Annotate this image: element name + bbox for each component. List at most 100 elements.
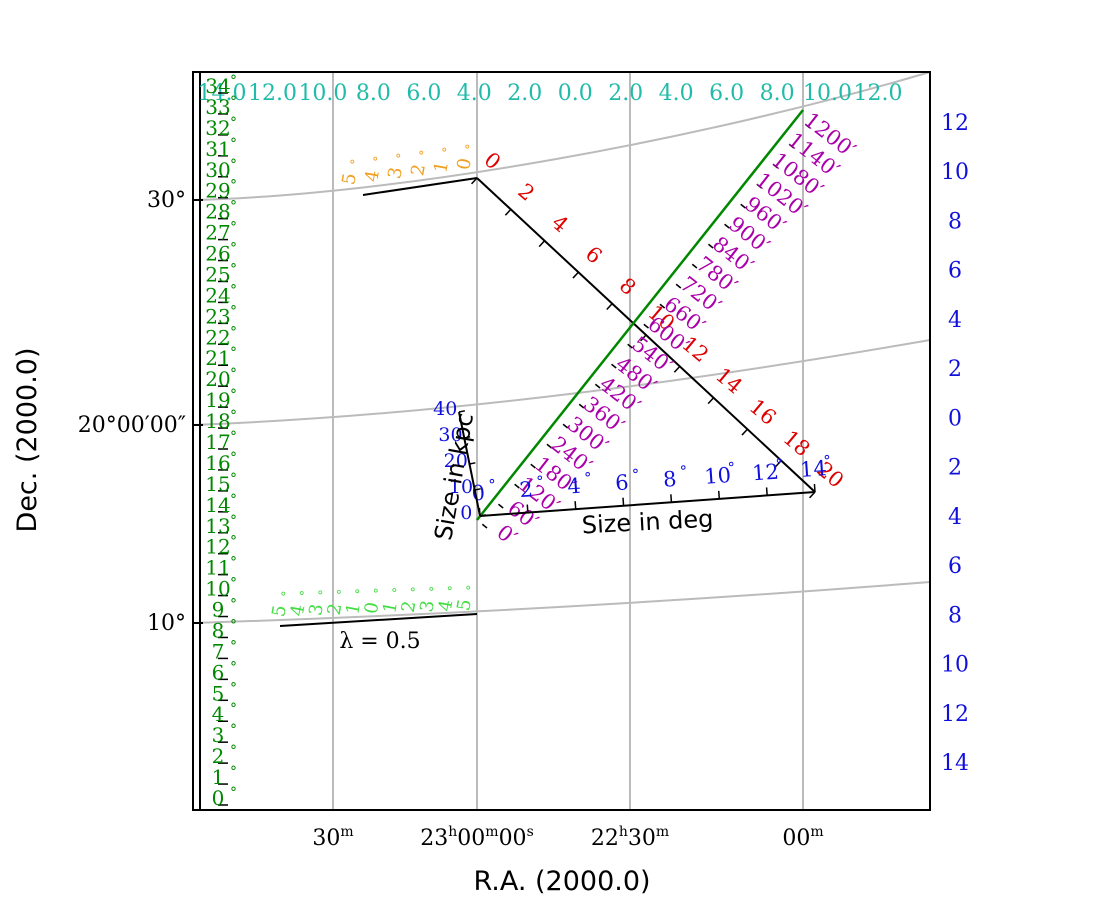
- x-tick-label: 00m: [782, 824, 823, 851]
- deg-ruler-tick: [765, 487, 768, 496]
- left-ruler-degree-mark: °: [230, 115, 237, 131]
- top-ruler-label: 0.0: [558, 81, 593, 106]
- lime-ruler-degree-mark: °: [297, 589, 313, 598]
- magenta-ruler-tick: [594, 383, 601, 389]
- left-ruler-degree-mark: °: [230, 282, 237, 298]
- deg-ruler-label: 4: [567, 474, 582, 499]
- magenta-ruler-tick: [659, 303, 666, 309]
- left-ruler-label: 1: [212, 765, 225, 789]
- top-ruler-label: 10.0: [298, 81, 347, 106]
- magenta-ruler-tick: [707, 243, 714, 249]
- deg-ruler-tick: [574, 501, 577, 510]
- left-ruler-label: 2: [212, 744, 225, 768]
- left-ruler-degree-mark: °: [230, 366, 237, 382]
- x-tick-label: 22h30m: [591, 824, 669, 851]
- right-ruler-label: 12: [941, 111, 969, 136]
- magenta-ruler-tick: [578, 403, 585, 409]
- right-ruler-label: 2: [948, 456, 962, 481]
- deg-ruler-degree-mark: °: [584, 470, 593, 487]
- x-tick-label: 23h00m00s: [420, 824, 534, 851]
- left-ruler-label: 14: [205, 493, 230, 517]
- right-ruler-label: 2: [948, 357, 962, 382]
- right-ruler-label: 6: [948, 259, 962, 284]
- left-ruler-label: 25: [205, 262, 230, 286]
- red-ruler-tick: [741, 428, 748, 436]
- left-ruler-label: 19: [205, 388, 230, 412]
- red-ruler-label: 8: [615, 273, 641, 300]
- red-ruler-tick: [572, 271, 579, 279]
- deg-ruler-degree-mark: °: [536, 473, 545, 490]
- top-ruler: 14.0 12.0 10.0 8.0 6.0 4.0 2.0 0.0 2.0 4.0 6.0 8.0 1…: [198, 81, 903, 106]
- lime-ruler-degree-mark: °: [426, 585, 442, 594]
- orange-ruler-degree-mark: °: [393, 152, 409, 161]
- left-ruler-label: 18: [205, 409, 230, 433]
- lime-ruler-line: [279, 613, 478, 627]
- right-ruler-label: 4: [948, 505, 962, 530]
- orange-ruler-degree-mark: °: [416, 149, 432, 158]
- lime-ruler-degree-mark: °: [352, 587, 368, 596]
- left-ruler-degree-mark: °: [230, 597, 237, 613]
- lime-ruler-label: 3: [305, 602, 328, 617]
- kpc-ruler-tick: [464, 436, 471, 439]
- magenta-ruler-tick: [481, 523, 488, 529]
- magenta-ruler-tick: [804, 123, 811, 129]
- deg-ruler: 0 ° 2 ° 4 ° 6 ° 8 ° 10° 12° 14°: [471, 453, 831, 517]
- kpc-ruler-label: 40: [433, 398, 457, 420]
- magenta-ruler-tick: [691, 263, 698, 269]
- kpc-ruler-tick: [479, 514, 487, 517]
- red-ruler-tick: [673, 365, 681, 373]
- kpc-ruler-label: 30: [438, 424, 462, 446]
- plot-frame: [192, 71, 931, 811]
- magenta-ruler-tick: [611, 363, 617, 369]
- deg-ruler-tick: [813, 483, 816, 493]
- left-ruler-degree-mark: °: [230, 722, 237, 738]
- dec-gridline-10: [192, 581, 931, 624]
- x-axis-label: R.A. (2000.0): [473, 866, 650, 897]
- left-ruler-degree-mark: °: [230, 261, 237, 277]
- left-ruler-label: 10: [205, 577, 230, 601]
- magenta-ruler-tick: [724, 223, 730, 229]
- left-ruler-degree-mark: °: [230, 638, 237, 654]
- left-ruler-degree-mark: °: [230, 659, 237, 675]
- left-ruler-label: 20: [205, 367, 230, 391]
- lime-ruler-degree-mark: °: [278, 590, 294, 599]
- left-ruler-label: 4: [212, 702, 225, 726]
- kpc-ruler-label: 20: [444, 450, 468, 472]
- orange-ruler-label: 4: [361, 169, 384, 184]
- orange-ruler-line: [362, 177, 478, 196]
- lime-ruler-degree-mark: °: [463, 584, 479, 593]
- left-ruler-label: 9: [212, 598, 225, 622]
- deg-ruler-title: Size in deg: [581, 505, 714, 540]
- left-ruler-degree-mark: °: [230, 73, 237, 89]
- kpc-ruler-label: 10: [449, 476, 473, 498]
- deg-ruler-label: 2: [519, 477, 534, 502]
- left-ruler-label: 0: [212, 786, 225, 810]
- red-ruler-tick: [504, 208, 512, 216]
- left-ruler-degree-mark: °: [230, 450, 237, 466]
- top-ruler-label: 8.0: [356, 81, 391, 106]
- lime-ruler-label: 4: [287, 603, 310, 618]
- left-ruler-degree-mark: °: [230, 513, 237, 529]
- orange-ruler-label: 0: [453, 157, 476, 172]
- red-ruler-label: 14: [711, 363, 747, 399]
- orange-ruler-label: 1: [430, 160, 453, 175]
- magenta-ruler-tick: [675, 283, 682, 289]
- left-ruler-degree-mark: °: [230, 764, 237, 780]
- kpc-ruler-tick: [458, 410, 466, 413]
- left-ruler-label: 33: [205, 95, 230, 119]
- dec-gridline-30: [192, 71, 931, 201]
- top-ruler-label: 2.0: [608, 81, 643, 106]
- magenta-ruler-tick: [498, 503, 504, 509]
- left-ruler-degree-mark: °: [230, 94, 237, 110]
- red-ruler-tick: [606, 303, 613, 310]
- left-ruler-label: 24: [205, 283, 230, 307]
- left-ruler-degree-mark: °: [230, 743, 237, 759]
- left-ruler-degree-mark: °: [230, 408, 237, 424]
- right-ruler-label: 10: [941, 160, 969, 185]
- right-ruler-label: 8: [948, 209, 962, 234]
- deg-ruler-degree-mark: °: [632, 466, 641, 483]
- magenta-ruler-tick: [530, 463, 536, 469]
- left-ruler-degree-mark: °: [230, 303, 237, 319]
- left-ruler-label: 31: [205, 137, 230, 161]
